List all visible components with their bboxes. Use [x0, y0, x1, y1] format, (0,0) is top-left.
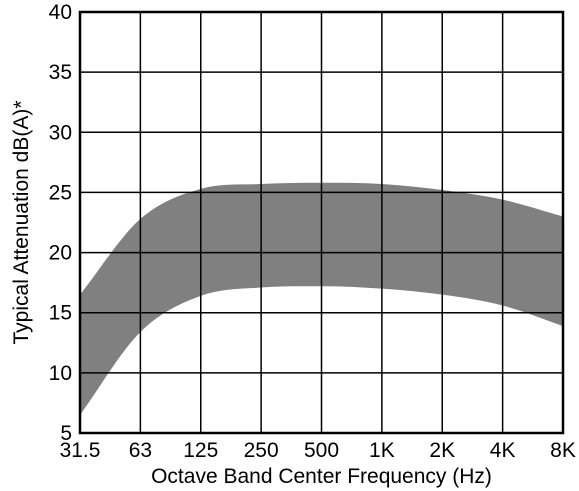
x-tick-label: 8K — [550, 439, 576, 462]
y-axis-label: Typical Attenuation dB(A)* — [10, 101, 33, 345]
x-tick-label: 1K — [369, 439, 395, 462]
y-tick-label: 25 — [49, 181, 72, 204]
y-tick-labels: 5 10 15 20 25 30 35 40 — [49, 1, 72, 445]
y-tick-label: 30 — [49, 121, 72, 144]
y-tick-label: 10 — [49, 362, 72, 385]
plot-frame — [78, 10, 565, 435]
x-tick-label: 31.5 — [60, 439, 101, 462]
x-tick-label: 500 — [304, 439, 339, 462]
y-tick-label: 40 — [49, 1, 72, 24]
y-tick-label: 5 — [60, 422, 72, 445]
x-tick-label: 2K — [429, 439, 455, 462]
x-tick-label: 63 — [129, 439, 152, 462]
x-tick-labels: 31.5 63 125 250 500 1K 2K 4K 8K — [60, 439, 576, 462]
y-tick-label: 35 — [49, 61, 72, 84]
x-tick-label: 4K — [490, 439, 516, 462]
y-tick-label: 20 — [49, 242, 72, 265]
grid-layer — [80, 12, 563, 433]
y-tick-label: 15 — [49, 302, 72, 325]
x-tick-label: 250 — [244, 439, 279, 462]
x-axis-label: Octave Band Center Frequency (Hz) — [151, 465, 492, 488]
x-tick-label: 125 — [183, 439, 218, 462]
